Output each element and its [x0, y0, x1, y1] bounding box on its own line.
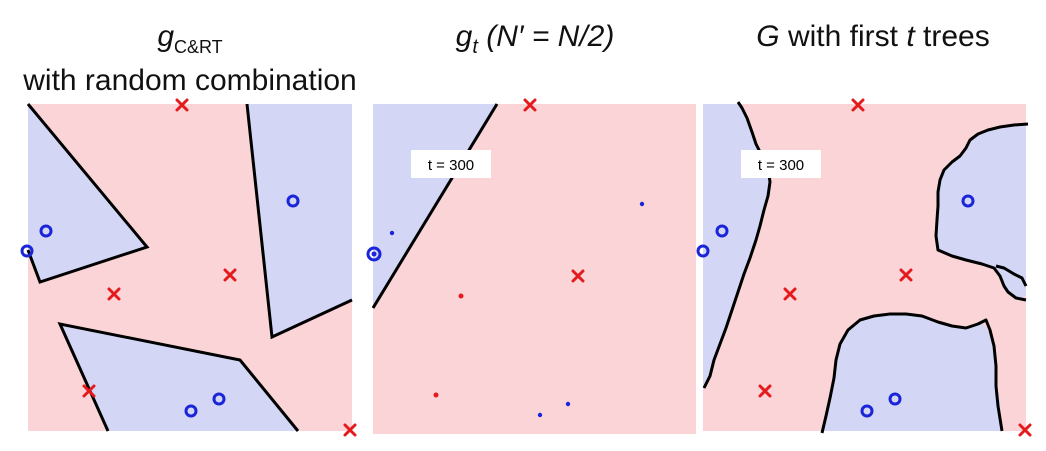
o-point [389, 230, 395, 236]
panel-3-boundary-right [934, 122, 1029, 302]
panel-1-region-o-left [28, 104, 147, 282]
panel-1-o-markers [20, 194, 300, 418]
x-point [433, 392, 439, 398]
panel-3-boundary-notch [995, 264, 1028, 287]
x-point [82, 384, 96, 398]
x-point [1018, 423, 1032, 437]
x-point [175, 98, 189, 112]
panel-1-region-o-bottom [60, 324, 298, 431]
svg-text:t = 300: t = 300 [428, 157, 474, 174]
panel-2-x-markers [433, 98, 585, 398]
x-point [458, 293, 464, 299]
o-point [20, 244, 34, 258]
x-point [899, 268, 913, 282]
title-panel-3: G with first t trees [756, 20, 990, 53]
o-point [371, 251, 377, 257]
panel-1-x-markers [82, 98, 357, 437]
o-point [888, 392, 902, 406]
o-point [696, 244, 710, 258]
panel-1-plot [20, 98, 357, 437]
panel-2-o-markers [366, 201, 645, 418]
panel-3-x-markers [758, 98, 1032, 437]
o-point [212, 392, 226, 406]
panel-1-boundary-left [26, 103, 150, 284]
panel-1-boundary-right [245, 103, 353, 340]
title-panel-2: gt (N′ = N/2) [455, 20, 615, 58]
panel-3-plot: t = 300 [696, 98, 1032, 437]
title-panel-1-line1: gC&RT [157, 20, 223, 57]
o-point [366, 246, 382, 262]
title-panel-1-line2: with random combination [23, 64, 357, 97]
o-point [715, 224, 729, 238]
o-point [39, 224, 53, 238]
x-point [107, 287, 121, 301]
panel-2-boundary [371, 103, 499, 309]
o-point [286, 194, 300, 208]
panel-1-boundary-bottom [57, 321, 300, 432]
o-point [860, 404, 874, 418]
x-point [758, 384, 772, 398]
o-point [184, 404, 198, 418]
panel-3-boundary-bottom [820, 312, 1004, 434]
x-point [783, 287, 797, 301]
o-point [565, 401, 571, 407]
panel-3-boundary-left [702, 101, 772, 389]
o-point [639, 201, 645, 207]
panel-3-region-o-right [936, 124, 1026, 300]
panel-1-region-o-right [247, 104, 352, 337]
title-panel-1: gC&RT with random combination [0, 20, 380, 98]
o-point [537, 412, 543, 418]
panel-3-o-markers [696, 194, 975, 418]
x-point [223, 268, 237, 282]
panel-2-label: t = 300 [411, 150, 491, 178]
x-point [571, 269, 585, 283]
panel-3-label: t = 300 [741, 150, 821, 178]
x-point [851, 98, 865, 112]
o-point [961, 194, 975, 208]
x-point [343, 423, 357, 437]
panel-3-region-o-bottom [822, 314, 1002, 431]
panel-2-plot: t = 300 [366, 98, 696, 434]
x-point [523, 98, 537, 112]
svg-text:t = 300: t = 300 [758, 157, 804, 174]
